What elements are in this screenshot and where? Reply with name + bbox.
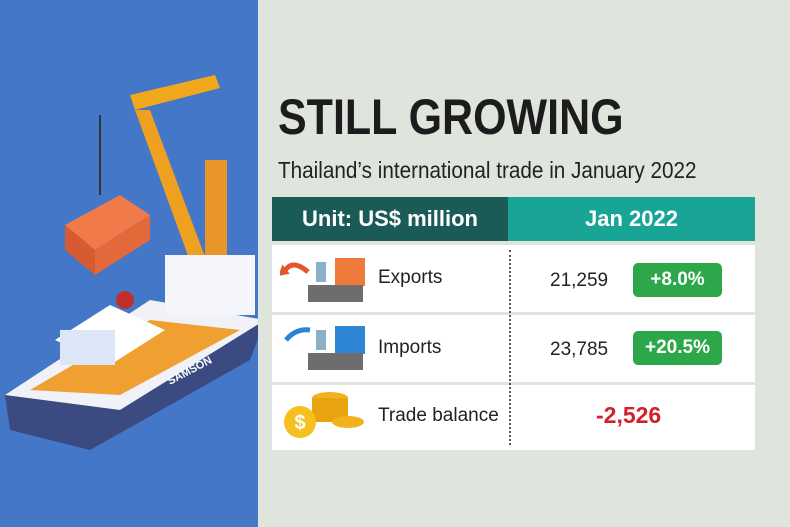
column-header: Jan 2022 (508, 197, 755, 241)
row-label: Imports (378, 337, 442, 358)
row-label: Trade balance (378, 405, 499, 426)
divider (509, 250, 511, 445)
change-badge: +8.0% (633, 263, 722, 297)
row-label: Exports (378, 267, 443, 288)
change-badge: +20.5% (633, 331, 722, 365)
row-value: 21,259 (550, 270, 609, 291)
row-value: 23,785 (550, 339, 609, 360)
title: STILL GROWING (278, 89, 624, 145)
row-icons: $ (280, 258, 365, 438)
ship-illustration: SAMSON (0, 0, 258, 527)
row-value: -2,526 (596, 402, 662, 428)
subtitle: Thailand’s international trade in Januar… (278, 157, 697, 183)
column-header: Unit: US$ million (272, 197, 508, 241)
svg-text:$: $ (294, 412, 305, 434)
